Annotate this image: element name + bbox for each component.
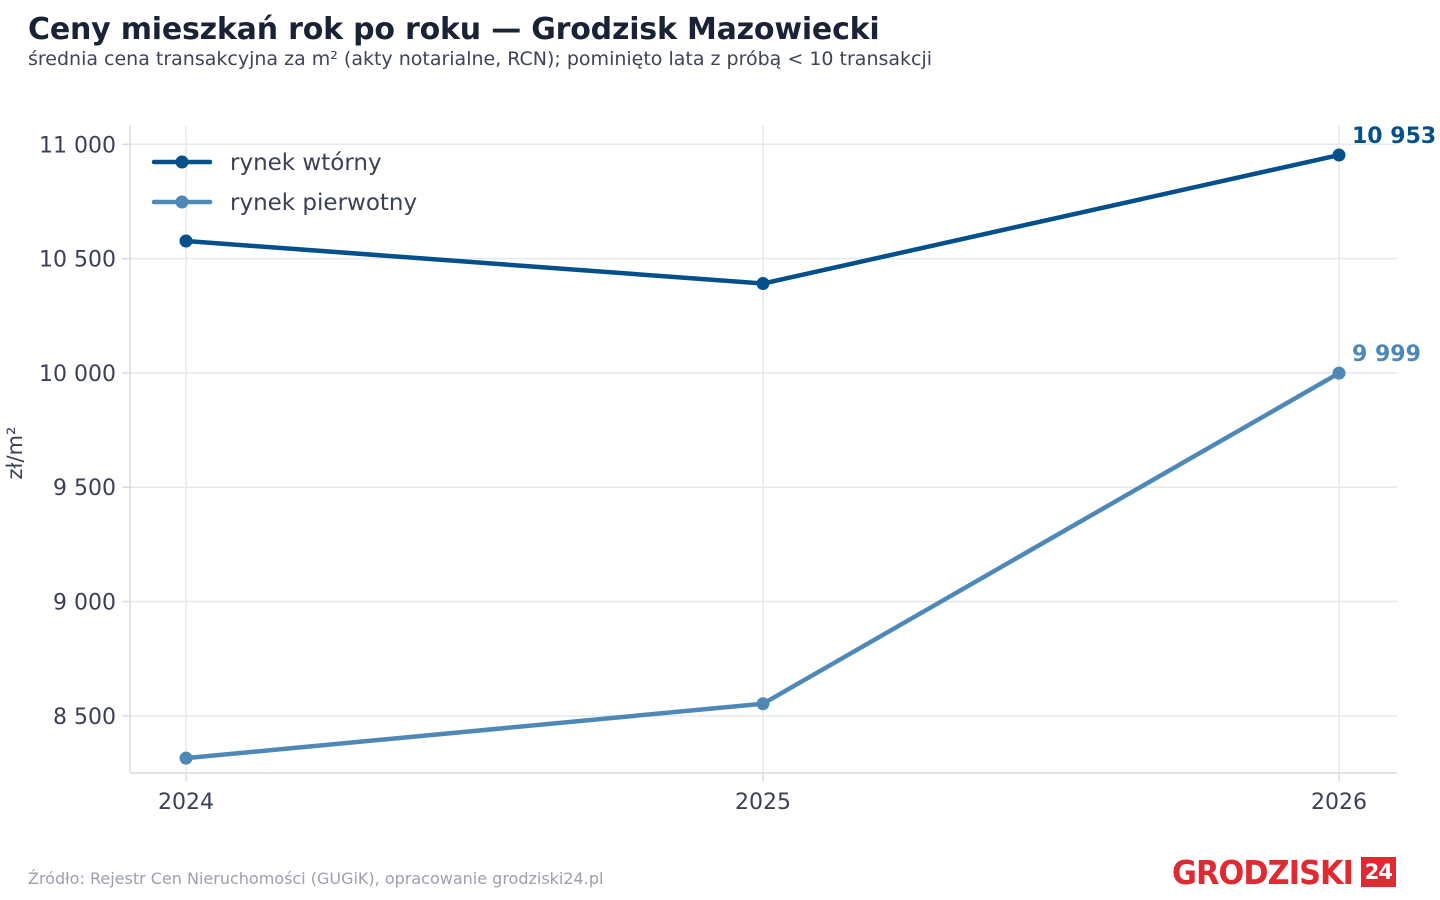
legend-label: rynek pierwotny (230, 190, 417, 216)
x-tick-label: 2026 (1311, 790, 1367, 815)
y-tick-label: 10 000 (39, 362, 116, 387)
series (179, 148, 1346, 765)
y-tick-label: 8 500 (53, 705, 116, 730)
y-tick-label: 11 000 (39, 133, 116, 158)
legend-label: rynek wtórny (230, 150, 382, 176)
x-tick-label: 2025 (735, 790, 791, 815)
end-value-label: 9 999 (1352, 342, 1421, 367)
chart-title: Ceny mieszkań rok po roku — Grodzisk Maz… (28, 12, 880, 47)
data-point (756, 277, 770, 291)
data-point (179, 751, 193, 765)
y-tick-label: 9 000 (53, 591, 116, 616)
grodziski24-logo: GRODZISKI 24 (1172, 852, 1397, 892)
data-point (1332, 148, 1346, 162)
y-axis-label: zł/m² (3, 427, 27, 480)
legend: rynek wtórny rynek pierwotny (151, 150, 417, 216)
legend-swatch-marker (175, 155, 189, 169)
data-point (1332, 366, 1346, 380)
y-tick-label: 10 500 (39, 248, 116, 273)
data-point (756, 697, 770, 711)
data-labels: 10 953 9 999 (1352, 124, 1436, 367)
line-chart: 8 500 9 000 9 500 10 000 10 500 11 000 2024 202… (3, 124, 1436, 815)
source-note: Źródło: Rejestr Cen Nieruchomości (GUGiK… (28, 869, 604, 888)
y-tick-label: 9 500 (53, 476, 116, 501)
legend-swatch-marker (175, 195, 189, 209)
chart-subtitle: średnia cena transakcyjna za m² (akty no… (28, 48, 933, 70)
axes: 8 500 9 000 9 500 10 000 10 500 11 000 2024 202… (3, 126, 1397, 815)
logo-wordmark: GRODZISKI (1172, 852, 1354, 892)
x-tick-label: 2024 (158, 790, 214, 815)
data-point (179, 234, 193, 248)
grid (130, 126, 1397, 773)
logo-badge: 24 (1360, 857, 1397, 887)
end-value-label: 10 953 (1352, 124, 1436, 149)
